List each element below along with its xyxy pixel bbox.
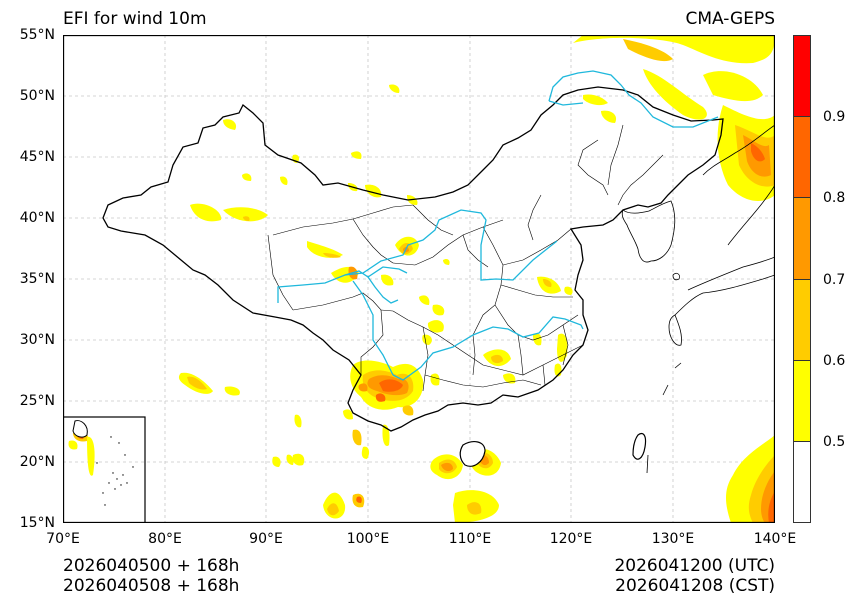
colorbar-tick-label: 0.5 — [823, 434, 846, 450]
y-tick-label: 55°N — [19, 27, 55, 43]
china-border — [102, 86, 724, 432]
colorbar — [793, 35, 811, 523]
valid-time-block: 2026041200 (UTC) 2026041208 (CST) — [614, 556, 775, 596]
efi-shading — [68, 35, 775, 523]
y-tick-label: 40°N — [19, 210, 55, 226]
colorbar-tick-label: 0.7 — [823, 272, 846, 288]
colorbar-band-0.7-0.8 — [794, 198, 810, 280]
hainan-outline — [459, 441, 486, 467]
y-tick-label: 45°N — [19, 149, 55, 165]
y-tick-label: 15°N — [19, 515, 55, 531]
y-tick-label: 50°N — [19, 88, 55, 104]
gridlines — [63, 35, 775, 523]
x-tick-label: 140°E — [753, 531, 797, 547]
colorbar-band-0.9-1.0 — [794, 36, 810, 117]
colorbar-band-0.6-0.7 — [794, 280, 810, 361]
y-tick-label: 20°N — [19, 454, 55, 470]
x-tick-label: 110°E — [448, 531, 492, 547]
axes-frame — [63, 35, 775, 523]
init-time-utc: 2026040500 + 168h — [63, 556, 240, 576]
colorbar-band-0.8-0.9 — [794, 117, 810, 198]
x-tick-label: 70°E — [46, 531, 80, 547]
init-time-block: 2026040500 + 168h 2026040508 + 168h — [63, 556, 239, 596]
x-tick-label: 130°E — [651, 531, 695, 547]
colorbar-tick-label: 0.9 — [823, 109, 846, 125]
taiwan-outline — [632, 432, 647, 460]
x-tick-label: 100°E — [346, 531, 390, 547]
valid-time-utc: 2026041200 (UTC) — [614, 556, 775, 576]
rivers — [277, 70, 719, 381]
y-tick-label: 25°N — [19, 393, 55, 409]
init-time-cst: 2026040508 + 168h — [63, 576, 240, 596]
colorbar-band-0.5-0.6 — [794, 361, 810, 442]
south-china-sea-inset — [63, 416, 146, 523]
colorbar-tick-label: 0.8 — [823, 190, 846, 206]
valid-time-cst: 2026041208 (CST) — [615, 576, 775, 596]
neighbor-coastlines — [621, 124, 775, 474]
y-tick-label: 35°N — [19, 271, 55, 287]
x-tick-label: 80°E — [148, 531, 182, 547]
colorbar-band-0.4-0.5 — [794, 442, 810, 522]
model-label: CMA-GEPS — [685, 9, 775, 29]
province-borders — [267, 124, 664, 392]
y-tick-label: 30°N — [19, 332, 55, 348]
x-tick-label: 90°E — [249, 531, 283, 547]
x-tick-label: 120°E — [549, 531, 593, 547]
map-plot — [63, 35, 775, 523]
chart-title: EFI for wind 10m — [63, 9, 207, 29]
colorbar-tick-label: 0.6 — [823, 353, 846, 369]
